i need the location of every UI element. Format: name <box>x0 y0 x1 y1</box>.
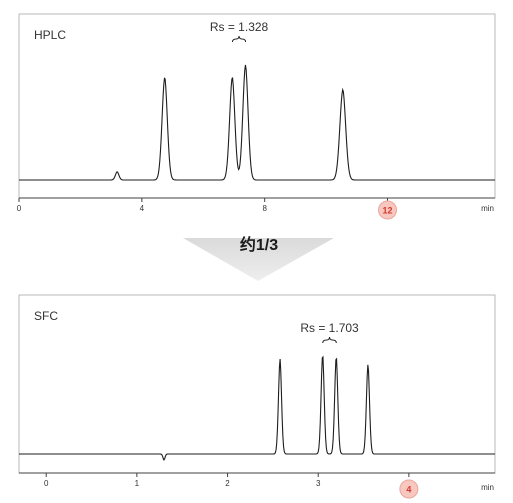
hplc-highlight-badge <box>378 200 398 220</box>
sfc-title: SFC <box>34 309 58 323</box>
hplc-x-tick-label: 0 <box>17 204 22 213</box>
hplc-rs-bracket <box>231 35 247 43</box>
sfc-x-tick-label: 2 <box>225 479 230 488</box>
sfc-x-ticks: 0 1 2 3 <box>44 473 410 488</box>
hplc-highlight-tick-label: 12 <box>383 206 393 216</box>
sfc-x-unit: min <box>481 483 494 492</box>
sfc-highlight-badge <box>399 479 419 499</box>
sfc-rs-annotation: Rs = 1.703 <box>300 321 359 335</box>
hplc-title: HPLC <box>34 28 66 42</box>
hplc-rs-annotation: Rs = 1.328 <box>210 20 269 34</box>
reduction-label: 约1/3 <box>240 235 278 254</box>
down-arrow-shape <box>183 238 334 281</box>
reduction-arrow: 约1/3 <box>183 235 334 281</box>
sfc-chart: SFC 0 1 2 3 4 min Rs = 1.703 <box>18 294 496 499</box>
hplc-chromatogram-trace <box>19 64 495 181</box>
hplc-x-tick-label: 4 <box>140 204 145 213</box>
hplc-x-unit: min <box>481 204 494 213</box>
sfc-highlight-tick-label: 4 <box>406 485 411 495</box>
sfc-chromatogram-trace <box>19 355 495 461</box>
sfc-rs-bracket <box>322 336 337 344</box>
hplc-chart: HPLC 0 4 8 12 min Rs = 1.328 <box>17 13 496 220</box>
sfc-x-tick-label: 3 <box>316 479 321 488</box>
hplc-panel-frame <box>18 13 496 199</box>
hplc-x-tick-label: 8 <box>262 204 267 213</box>
hplc-x-ticks: 0 4 8 <box>17 198 389 213</box>
sfc-x-tick-label: 0 <box>44 479 49 488</box>
sfc-x-tick-label: 1 <box>135 479 140 488</box>
sfc-panel-frame <box>18 294 496 474</box>
